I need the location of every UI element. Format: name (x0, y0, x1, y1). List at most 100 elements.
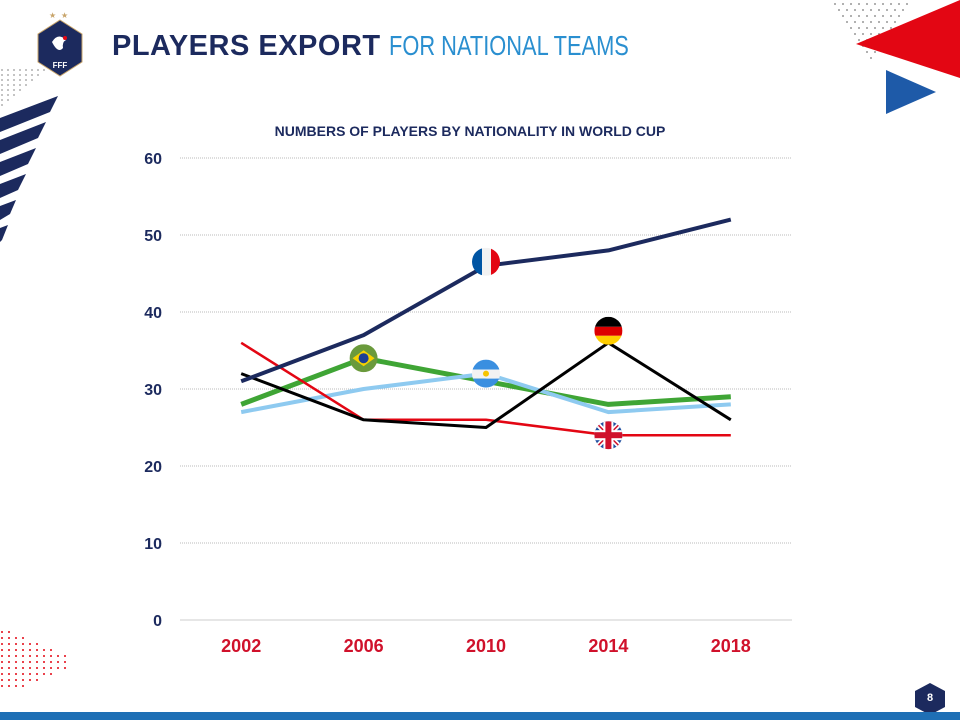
flag-england-icon (594, 421, 623, 450)
dot (36, 667, 38, 669)
dot (1, 649, 3, 651)
dot (43, 655, 45, 657)
dot (8, 661, 10, 663)
dot (7, 84, 9, 86)
dot (870, 21, 872, 23)
y-tick-label: 50 (144, 228, 162, 245)
bottom-bar (0, 712, 960, 720)
dot (874, 51, 876, 53)
dot (1, 637, 3, 639)
dot (22, 673, 24, 675)
dot (870, 57, 872, 59)
dot (29, 649, 31, 651)
flag-part (594, 432, 623, 439)
dot (846, 21, 848, 23)
dot (906, 3, 908, 5)
svg-text:★: ★ (49, 11, 56, 20)
dot (902, 9, 904, 11)
dot (57, 661, 59, 663)
dot (858, 15, 860, 17)
dot (8, 637, 10, 639)
dot (7, 94, 9, 96)
dot (886, 21, 888, 23)
dot (36, 655, 38, 657)
dot (894, 9, 896, 11)
dot (13, 74, 15, 76)
dot (25, 74, 27, 76)
dot (858, 3, 860, 5)
x-tick-label: 2018 (711, 636, 751, 656)
dot (1, 74, 3, 76)
dot (64, 655, 66, 657)
x-tick-label: 2010 (466, 636, 506, 656)
dot (874, 3, 876, 5)
dot (43, 673, 45, 675)
dot (36, 661, 38, 663)
dot (37, 74, 39, 76)
dot (854, 9, 856, 11)
dot (7, 89, 9, 91)
dot (13, 79, 15, 81)
dot (862, 21, 864, 23)
dot (29, 679, 31, 681)
dot (870, 33, 872, 35)
dot (15, 649, 17, 651)
dot (22, 643, 24, 645)
dot (22, 667, 24, 669)
dot (1, 104, 3, 106)
dot (1, 685, 3, 687)
dot (15, 643, 17, 645)
dot (8, 655, 10, 657)
dot (1, 655, 3, 657)
title-bold: PLAYERS EXPORT (112, 30, 381, 62)
dot (43, 661, 45, 663)
blue-triangle (886, 70, 936, 114)
dot (890, 27, 892, 29)
flag-brazil-icon (349, 344, 378, 373)
dot (890, 3, 892, 5)
flag-part (472, 359, 500, 370)
dot (15, 655, 17, 657)
dot (1, 69, 3, 71)
dot (842, 15, 844, 17)
y-tick-label: 40 (144, 305, 162, 322)
dot (22, 637, 24, 639)
dot (15, 685, 17, 687)
dot (850, 3, 852, 5)
dot (862, 33, 864, 35)
dot (15, 661, 17, 663)
flag-part (472, 378, 500, 388)
dot (874, 15, 876, 17)
dot (50, 661, 52, 663)
dot (842, 3, 844, 5)
dot (15, 637, 17, 639)
dot (854, 33, 856, 35)
dot (858, 27, 860, 29)
dot (882, 3, 884, 5)
dot (858, 39, 860, 41)
flag-part (358, 353, 369, 364)
dot (36, 643, 38, 645)
dot (1, 79, 3, 81)
flag-argentina-icon (472, 359, 500, 388)
dot (29, 661, 31, 663)
dot (878, 9, 880, 11)
dot (866, 3, 868, 5)
series-line-france (240, 217, 732, 384)
dot (29, 643, 31, 645)
dot (7, 99, 9, 101)
dot (1, 643, 3, 645)
dot (29, 673, 31, 675)
dot (898, 15, 900, 17)
dot (37, 69, 39, 71)
dot (64, 667, 66, 669)
dot (43, 649, 45, 651)
dot (834, 3, 836, 5)
dot (13, 69, 15, 71)
dot (1, 667, 3, 669)
flag-part (594, 335, 623, 345)
dot (1, 631, 3, 633)
page-number-badge (915, 683, 945, 715)
dot (15, 667, 17, 669)
